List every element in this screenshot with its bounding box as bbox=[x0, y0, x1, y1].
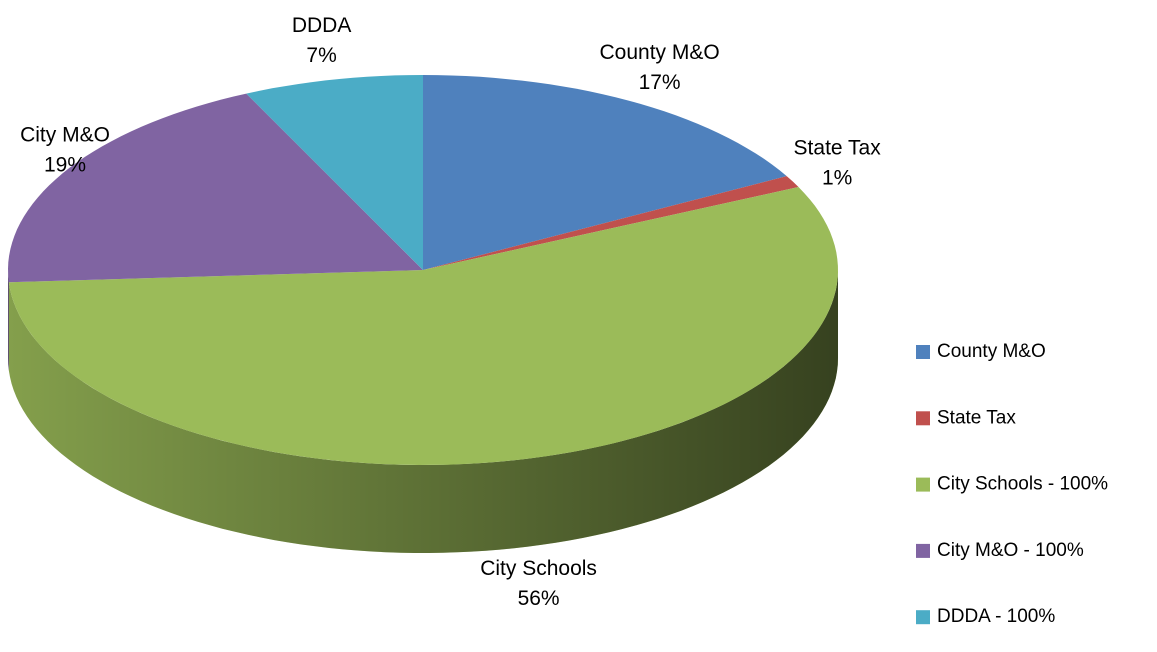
legend-swatch bbox=[916, 477, 930, 492]
legend-label: State Tax bbox=[937, 407, 1016, 428]
legend-swatch bbox=[916, 610, 930, 625]
slice-value-label: 17% bbox=[639, 71, 681, 94]
slice-value-label: 56% bbox=[518, 587, 560, 610]
slice-value-label: 1% bbox=[822, 166, 852, 189]
slice-label: State Tax bbox=[794, 136, 882, 159]
legend-swatch bbox=[916, 543, 930, 558]
slice-label: County M&O bbox=[599, 41, 719, 64]
slice bbox=[423, 75, 787, 270]
slice-side-shade bbox=[8, 270, 9, 371]
legend-label: County M&O bbox=[937, 341, 1046, 362]
legend-label: City M&O - 100% bbox=[937, 540, 1084, 561]
legend-label: City Schools - 100% bbox=[937, 474, 1108, 495]
slice bbox=[246, 75, 423, 270]
slice bbox=[423, 176, 799, 270]
legend-swatch bbox=[916, 411, 930, 426]
slice-label: City Schools bbox=[480, 557, 597, 580]
slice-label: City M&O bbox=[20, 123, 110, 146]
slice-value-label: 7% bbox=[306, 44, 336, 67]
legend-swatch bbox=[916, 345, 930, 359]
legend-label: DDDA - 100% bbox=[937, 606, 1055, 627]
slice bbox=[8, 93, 423, 283]
slice-value-label: 19% bbox=[44, 153, 86, 176]
slice-side-shade bbox=[8, 270, 839, 553]
slice bbox=[8, 187, 839, 465]
slice-label: DDDA bbox=[292, 14, 352, 37]
